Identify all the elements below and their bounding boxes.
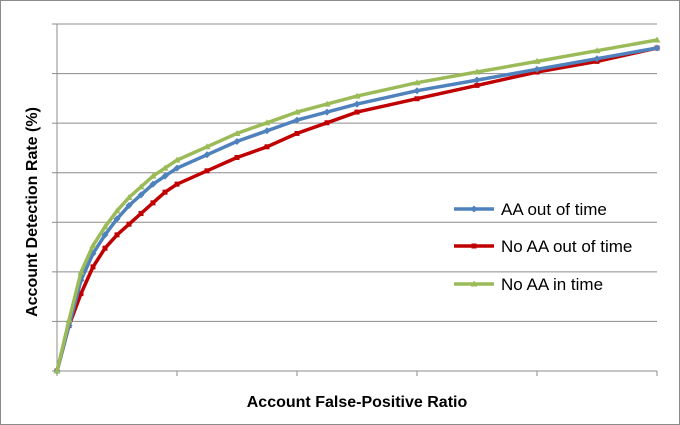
data-point — [77, 268, 85, 275]
legend-label: No AA in time — [501, 275, 603, 294]
data-point — [474, 82, 480, 88]
data-point — [413, 87, 421, 95]
data-point — [323, 108, 331, 116]
data-point — [233, 129, 241, 136]
data-point — [149, 172, 157, 179]
data-point — [125, 202, 133, 210]
data-point — [234, 154, 240, 160]
axes — [52, 23, 658, 376]
data-point — [161, 164, 169, 171]
data-point — [293, 108, 301, 115]
legend-item: AA out of time — [454, 200, 607, 219]
data-point — [324, 120, 330, 126]
data-point — [149, 180, 157, 188]
data-point — [323, 100, 331, 107]
series-line — [55, 46, 659, 373]
data-point — [78, 291, 84, 297]
data-point — [102, 245, 108, 251]
data-point — [593, 47, 601, 54]
data-point — [653, 36, 661, 43]
data-point — [173, 164, 181, 172]
data-point — [138, 211, 144, 217]
data-point — [161, 172, 169, 180]
data-point — [204, 168, 210, 174]
data-point — [533, 65, 541, 73]
series-no-aa-in-time — [53, 36, 661, 374]
legend-item: No AA in time — [454, 275, 603, 294]
data-point — [53, 367, 61, 374]
data-point — [173, 156, 181, 163]
data-point — [473, 76, 481, 84]
series-line — [55, 46, 659, 373]
data-point — [114, 232, 120, 238]
data-point — [65, 316, 73, 323]
data-point — [174, 181, 180, 187]
data-point — [137, 183, 145, 190]
data-point — [471, 243, 477, 249]
data-point — [203, 151, 211, 159]
data-point — [354, 109, 360, 115]
series-line — [55, 38, 659, 373]
data-point — [203, 143, 211, 150]
data-point — [113, 207, 121, 214]
data-point — [653, 44, 661, 52]
legend: AA out of time No AA out of time No AA in … — [454, 200, 632, 294]
data-point — [414, 96, 420, 102]
series-layer — [53, 36, 661, 375]
data-point — [150, 200, 156, 206]
data-point — [533, 57, 541, 64]
legend-label: No AA out of time — [501, 237, 632, 256]
data-point — [101, 223, 109, 230]
data-point — [593, 55, 601, 63]
data-point — [353, 92, 361, 99]
data-point — [293, 116, 301, 124]
legend-label: AA out of time — [501, 200, 607, 219]
data-point — [473, 68, 481, 75]
data-point — [264, 144, 270, 150]
legend-item: No AA out of time — [454, 237, 632, 256]
data-point — [137, 191, 145, 199]
data-point — [162, 189, 168, 195]
data-point — [470, 205, 478, 213]
data-point — [101, 231, 109, 239]
data-point — [126, 221, 132, 227]
data-point — [470, 280, 478, 287]
data-point — [90, 264, 96, 270]
data-point — [263, 119, 271, 126]
x-axis-label: Account False-Positive Ratio — [247, 394, 468, 411]
data-point — [233, 137, 241, 145]
data-point — [89, 242, 97, 249]
y-axis-label: Account Detection Rate (%) — [24, 107, 41, 317]
data-point — [263, 127, 271, 135]
data-point — [294, 130, 300, 136]
data-point — [125, 194, 133, 200]
data-point — [413, 79, 421, 86]
data-point — [353, 100, 361, 108]
data-point — [113, 215, 121, 223]
